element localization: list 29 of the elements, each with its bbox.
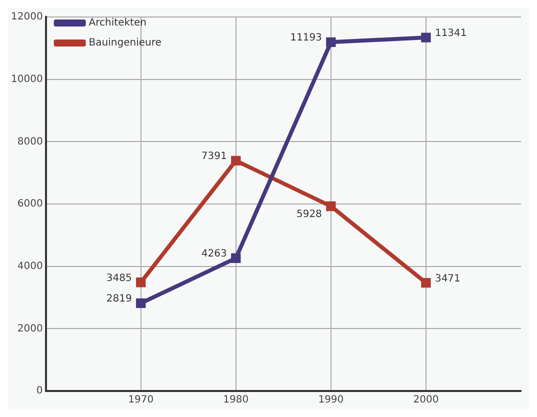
point	[421, 32, 431, 42]
data-label: 7391	[201, 151, 227, 162]
data-label: 2819	[106, 294, 132, 305]
x-tick-label: 1970	[128, 394, 154, 406]
point	[231, 253, 241, 263]
y-tick-label: 12000	[11, 12, 43, 23]
y-tick-label: 6000	[17, 198, 43, 210]
y-tick-label: 8000	[17, 136, 43, 148]
y-tick-label: 10000	[11, 74, 43, 85]
data-label: 5928	[296, 208, 322, 220]
data-label: 11341	[434, 28, 467, 40]
point	[326, 37, 336, 47]
y-tick-label: 0	[36, 386, 43, 397]
point	[136, 278, 146, 288]
data-label: 3485	[106, 272, 132, 284]
legend-label: Bauingenieure	[88, 38, 162, 49]
data-label: 4263	[201, 248, 227, 260]
x-tick-label: 1990	[318, 394, 344, 406]
point	[231, 156, 241, 166]
y-tick-label: 4000	[17, 260, 43, 272]
y-tick-label: 2000	[17, 323, 43, 334]
point	[421, 278, 431, 288]
data-label: 3471	[434, 273, 460, 284]
data-label: 11193	[290, 32, 322, 44]
point	[136, 298, 146, 308]
x-tick-label: 2000	[413, 394, 439, 406]
point	[326, 201, 336, 212]
x-tick-label: 1980	[223, 394, 249, 406]
legend-label: Architekten	[88, 18, 146, 29]
